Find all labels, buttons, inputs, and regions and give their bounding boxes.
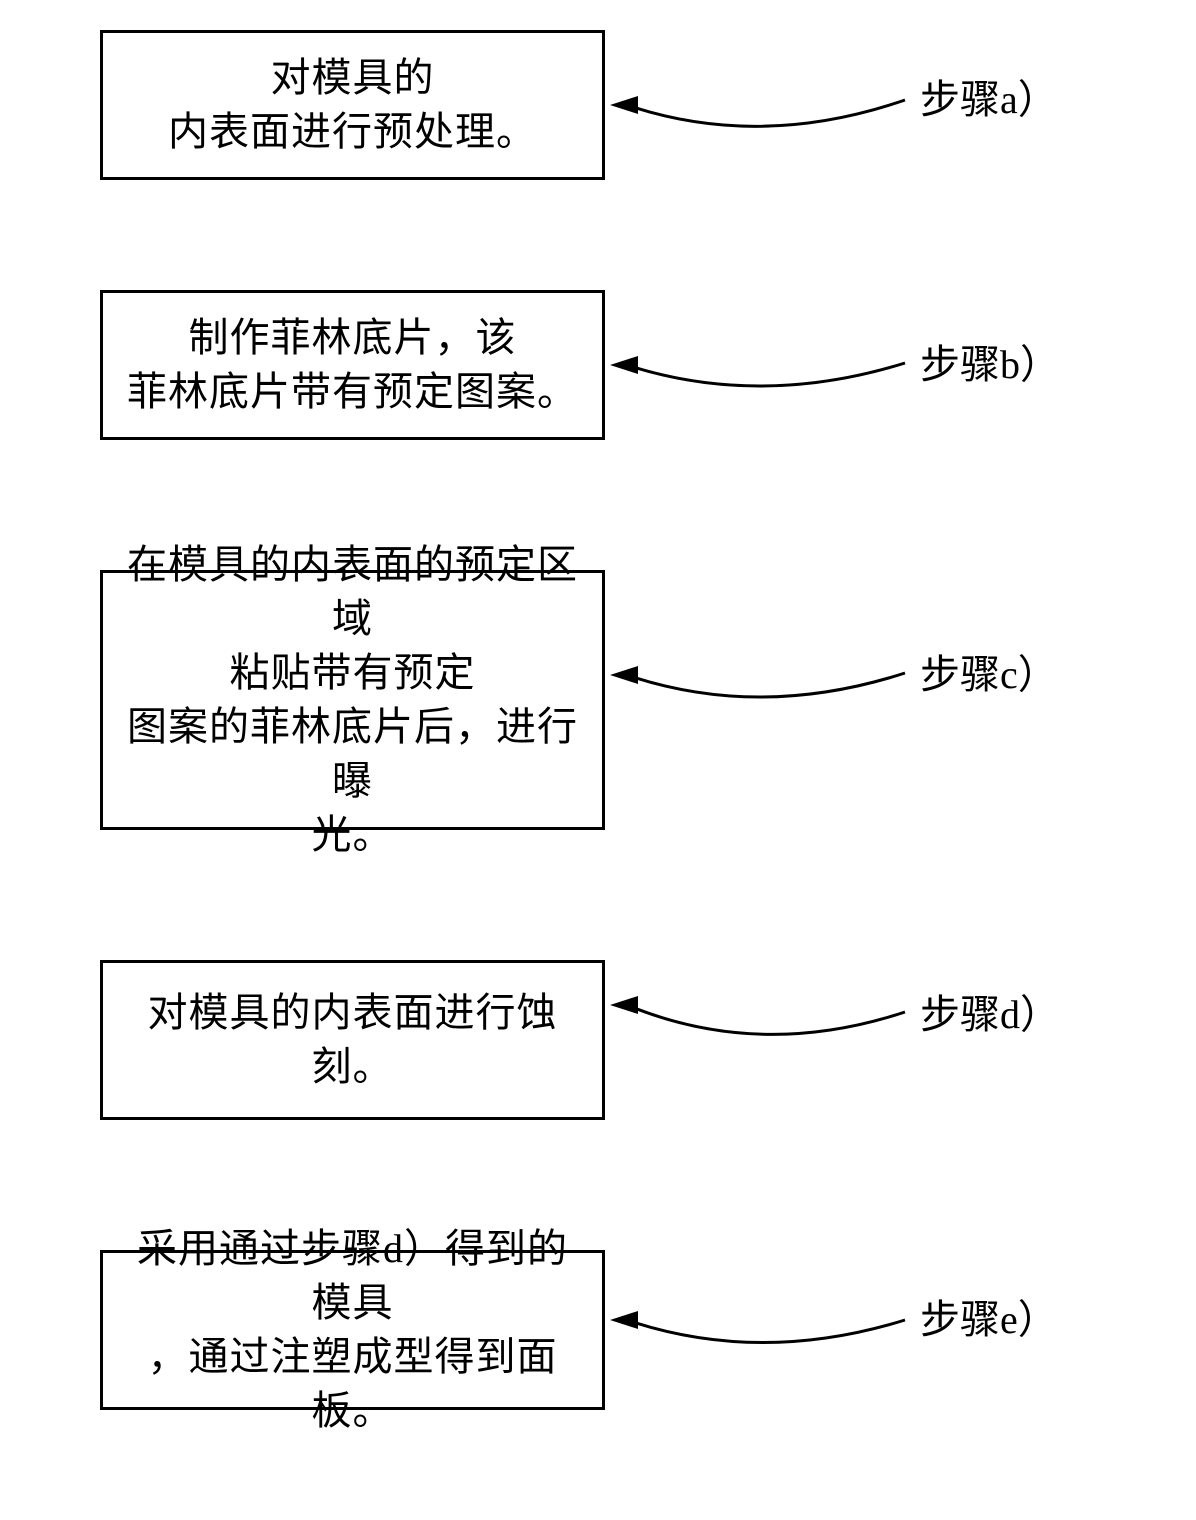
arrow-e <box>0 0 1196 1520</box>
diagram-canvas: 对模具的内表面进行预处理。 制作菲林底片，该菲林底片带有预定图案。 在模具的内表… <box>0 0 1196 1520</box>
